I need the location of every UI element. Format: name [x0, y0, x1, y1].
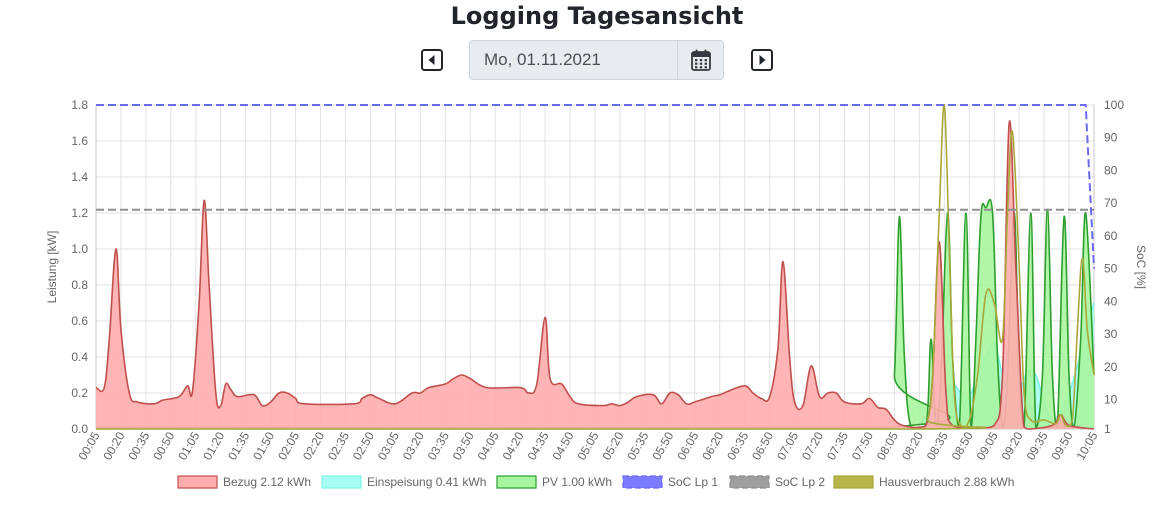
x-tick-label: 08:20	[899, 429, 926, 462]
legend-label: Einspeisung 0.41 kWh	[367, 475, 486, 489]
x-tick-label: 00:20	[100, 429, 127, 462]
legend-swatch	[321, 475, 362, 489]
series-line-hausverbrauch	[95, 104, 1095, 430]
legend-item[interactable]: Hausverbrauch 2.88 kWh	[833, 475, 1014, 489]
y2-tick-label: 20	[1104, 360, 1118, 374]
x-tick-label: 06:35	[724, 429, 751, 462]
legend-item[interactable]: SoC Lp 2	[729, 475, 825, 489]
y-tick-label: 0.6	[71, 314, 88, 328]
x-tick-label: 01:50	[250, 429, 277, 462]
date-picker[interactable]: Mo, 01.11.2021	[469, 40, 724, 80]
legend-item[interactable]: PV 1.00 kWh	[496, 475, 612, 489]
y2-tick-label: 50	[1104, 262, 1118, 276]
x-tick-label: 03:20	[400, 429, 427, 462]
y-tick-label: 0.8	[71, 278, 88, 292]
x-tick-label: 09:05	[974, 429, 1001, 462]
x-tick-label: 01:05	[175, 429, 202, 462]
x-tick-label: 05:20	[599, 429, 626, 462]
y-tick-label: 0.2	[71, 386, 88, 400]
x-tick-label: 05:35	[624, 429, 651, 462]
legend-label: PV 1.00 kWh	[542, 475, 612, 489]
x-tick-label: 04:20	[500, 429, 527, 462]
y-tick-label: 1.4	[71, 170, 88, 184]
x-tick-label: 03:50	[450, 429, 477, 462]
y-tick-label: 1.6	[71, 134, 88, 148]
calendar-button[interactable]	[677, 41, 724, 79]
legend-item[interactable]: SoC Lp 1	[622, 475, 718, 489]
x-tick-label: 08:50	[949, 429, 976, 462]
y-tick-label: 1.2	[71, 206, 88, 220]
legend-swatch	[729, 475, 770, 489]
series-hausverbrauch	[95, 104, 1095, 430]
x-tick-label: 02:20	[300, 429, 327, 462]
y-tick-label: 1.8	[71, 98, 88, 112]
x-tick-label: 02:35	[325, 429, 352, 462]
next-day-button[interactable]	[751, 49, 773, 71]
x-tick-label: 06:50	[749, 429, 776, 462]
date-input[interactable]: Mo, 01.11.2021	[484, 50, 601, 69]
series-area-pv	[96, 199, 1094, 429]
x-tick-label: 02:05	[275, 429, 302, 462]
y2-tick-label: 100	[1104, 98, 1124, 112]
x-tick-label: 10:05	[1073, 429, 1100, 462]
series-line-soc	[96, 104, 1095, 269]
y2-tick-label: 10	[1104, 393, 1118, 407]
x-tick-label: 02:50	[350, 429, 377, 462]
legend-label: Bezug 2.12 kWh	[223, 475, 311, 489]
x-tick-label: 04:05	[475, 429, 502, 462]
x-tick-label: 07:05	[774, 429, 801, 462]
y2-tick-label: 60	[1104, 229, 1118, 243]
x-tick-label: 09:35	[1024, 429, 1051, 462]
x-tick-label: 00:35	[125, 429, 152, 462]
calendar-icon	[691, 49, 711, 71]
y-tick-label: 0.0	[71, 422, 88, 436]
legend-swatch	[496, 475, 537, 489]
y2-tick-label: 1	[1104, 422, 1111, 436]
y2-tick-label: 90	[1104, 131, 1118, 145]
legend-item[interactable]: Einspeisung 0.41 kWh	[321, 475, 486, 489]
caret-right-square-icon	[751, 49, 773, 71]
y-tick-label: 1.0	[71, 242, 88, 256]
legend-label: SoC Lp 1	[668, 475, 718, 489]
x-tick-label: 09:50	[1049, 429, 1076, 462]
x-tick-label: 03:35	[425, 429, 452, 462]
previous-day-button[interactable]	[421, 49, 443, 71]
y2-tick-label: 70	[1104, 196, 1118, 210]
y-tick-label: 0.4	[71, 350, 88, 364]
y2-tick-label: 40	[1104, 294, 1118, 308]
x-tick-label: 07:35	[824, 429, 851, 462]
x-tick-label: 05:50	[649, 429, 676, 462]
page-title: Logging Tagesansicht	[450, 2, 744, 30]
x-tick-label: 06:05	[674, 429, 701, 462]
legend-swatch	[833, 475, 874, 489]
x-tick-label: 09:20	[999, 429, 1026, 462]
caret-left-square-icon	[421, 49, 443, 71]
series-soc	[96, 104, 1095, 269]
x-tick-label: 05:05	[574, 429, 601, 462]
legend-swatch	[177, 475, 218, 489]
legend-label: SoC Lp 2	[775, 475, 825, 489]
y-axis-label: Leistung [kW]	[45, 231, 59, 304]
x-tick-label: 08:35	[924, 429, 951, 462]
legend-swatch	[622, 475, 663, 489]
x-tick-label: 07:50	[849, 429, 876, 462]
x-tick-label: 08:05	[874, 429, 901, 462]
x-tick-label: 04:50	[550, 429, 577, 462]
x-tick-label: 04:35	[525, 429, 552, 462]
x-tick-label: 07:20	[799, 429, 826, 462]
y2-tick-label: 30	[1104, 327, 1118, 341]
series-area-bezug	[96, 120, 1094, 429]
legend-label: Hausverbrauch 2.88 kWh	[879, 475, 1014, 489]
x-tick-label: 06:20	[699, 429, 726, 462]
y2-axis-label: SoC [%]	[1134, 245, 1148, 289]
y2-tick-label: 80	[1104, 163, 1118, 177]
x-tick-label: 01:35	[225, 429, 252, 462]
x-tick-label: 01:20	[200, 429, 227, 462]
x-tick-label: 03:05	[375, 429, 402, 462]
x-tick-label: 00:50	[150, 429, 177, 462]
legend-item[interactable]: Bezug 2.12 kWh	[177, 475, 311, 489]
